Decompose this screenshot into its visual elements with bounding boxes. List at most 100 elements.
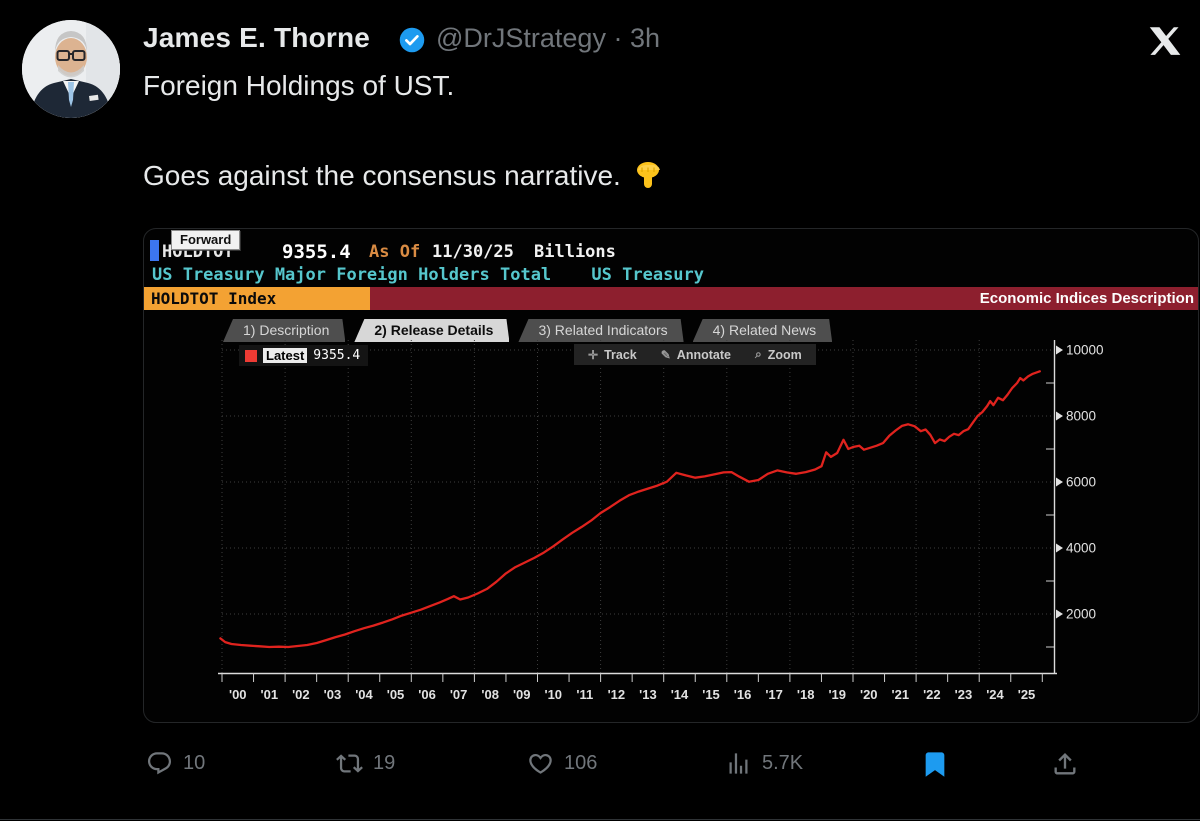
x-tick-label: '02 [292,687,310,702]
pointing-down-emoji [636,162,660,188]
bookmark-icon-filled [925,752,945,777]
track-icon: ✛ [588,347,599,362]
tab-1[interactable]: 1) Description [223,319,345,342]
y-tick-arrow [1056,477,1063,487]
annotate-button[interactable]: ✎ Annotate [651,346,741,363]
embedded-terminal-image[interactable]: HOLDTOT Forward 9355.4 As Of 11/30/25 Bi… [143,228,1199,723]
x-tick-label: '17 [765,687,783,702]
terminal-cursor-block [150,240,159,261]
tweet-text-line2: Goes against the consensus narrative. [143,160,663,192]
x-tick-label: '25 [1018,687,1036,702]
x-tick-label: '15 [702,687,720,702]
track-label: Track [604,347,637,362]
unit-label: Billions [534,242,616,262]
chart-canvas[interactable]: '00 '01 '02 '03 '04 '05 '06 '07 '08 '09 '10 '11 '12 '… [144,334,1199,722]
tab-3[interactable]: 3) Related Indicators [518,319,683,342]
views-count: 5.7K [762,752,804,774]
y-tick-label: 2000 [1066,607,1096,622]
x-tick-label: '08 [481,687,499,702]
like-button[interactable]: 106 [527,750,597,777]
forward-tooltip: Forward [171,230,241,250]
x-tick-label: '24 [986,687,1004,702]
handle[interactable]: @DrJStrategy [436,23,606,53]
terminal-tabs: 1) Description 2) Release Details 3) Relat… [223,319,832,342]
latest-value: 9355.4 [282,241,351,263]
x-tick-label: '14 [671,687,689,702]
y-tick-label: 4000 [1066,541,1096,556]
chart-toolbar: ✛ Track ✎ Annotate ⌕ Zoom [574,344,816,365]
handle-and-time[interactable]: @DrJStrategy · 3h [436,23,660,54]
annotate-label: Annotate [676,347,731,362]
y-tick-label: 10000 [1066,343,1104,358]
author-name[interactable]: James E. Thorne [143,22,371,53]
x-tick-label: '04 [355,687,373,702]
bookmark-button[interactable] [921,750,949,778]
avatar[interactable] [22,20,120,118]
legend-swatch-red [245,349,257,362]
repost-button[interactable]: 19 [336,750,395,777]
index-badge[interactable]: HOLDTOT Index [144,287,370,310]
as-of-date: 11/30/25 [432,242,514,262]
x-tick-label: '13 [639,687,657,702]
legend-label[interactable]: Latest [263,348,308,363]
tab-2[interactable]: 2) Release Details [354,319,509,342]
reply-count: 10 [183,752,206,774]
security-description-row: US Treasury Major Foreign Holders Total … [152,265,704,285]
verified-badge-icon [399,27,425,53]
y-tick-arrow [1056,609,1063,619]
x-tick-label: '03 [324,687,342,702]
x-tick-label: '09 [513,687,531,702]
views-icon [729,753,748,774]
timestamp[interactable]: 3h [629,23,661,53]
reply-icon [147,752,172,775]
x-tick-label: '20 [860,687,878,702]
dot-separator: · [613,23,623,53]
series-title: US Treasury Major Foreign Holders Total [152,265,552,285]
screen-title-bar: Economic Indices Description [370,287,1198,310]
price-line [219,370,1041,649]
as-of-label: As Of [369,242,421,262]
repost-icon [336,754,363,773]
avatar-portrait [22,20,120,118]
x-tick-label: '21 [892,687,910,702]
data-source: US Treasury [591,265,705,285]
x-tick-label: '00 [229,687,247,702]
x-tick-label: '19 [828,687,846,702]
share-icon [1054,753,1076,775]
zoom-button[interactable]: ⌕ Zoom [745,346,812,363]
reply-button[interactable]: 10 [146,750,205,777]
like-icon [529,753,552,774]
x-tick-label: '05 [387,687,405,702]
like-count: 106 [564,752,598,774]
x-tick-label: '23 [955,687,973,702]
y-tick-arrow [1056,345,1063,355]
track-button[interactable]: ✛ Track [578,346,647,363]
x-tick-label: '06 [418,687,436,702]
repost-count: 19 [373,752,396,774]
x-tick-label: '12 [608,687,626,702]
x-tick-label: '11 [576,687,593,702]
share-button[interactable] [1051,750,1079,778]
x-tick-label: '01 [261,687,279,702]
x-tick-label: '22 [923,687,941,702]
tweet-text-line1: Foreign Holdings of UST. [143,70,455,101]
x-logo-icon[interactable] [1148,24,1182,58]
y-tick-label: 6000 [1066,475,1096,490]
y-tick-arrow [1056,411,1063,421]
bottom-divider [0,819,1200,820]
legend-value: 9355.4 [313,348,361,363]
zoom-icon: ⌕ [754,347,762,361]
views-button[interactable]: 5.7K [725,750,803,777]
y-tick-label: 8000 [1066,409,1096,424]
x-tick-label: '10 [544,687,562,702]
tab-4[interactable]: 4) Related News [693,319,833,342]
chart-legend: Latest 9355.4 [239,345,369,366]
annotate-icon: ✎ [660,347,671,362]
zoom-label: Zoom [767,347,802,362]
x-tick-label: '07 [450,687,468,702]
x-tick-label: '16 [734,687,752,702]
x-tick-label: '18 [797,687,815,702]
y-tick-arrow [1056,543,1063,553]
tweet-text-line2-text: Goes against the consensus narrative. [143,160,621,191]
